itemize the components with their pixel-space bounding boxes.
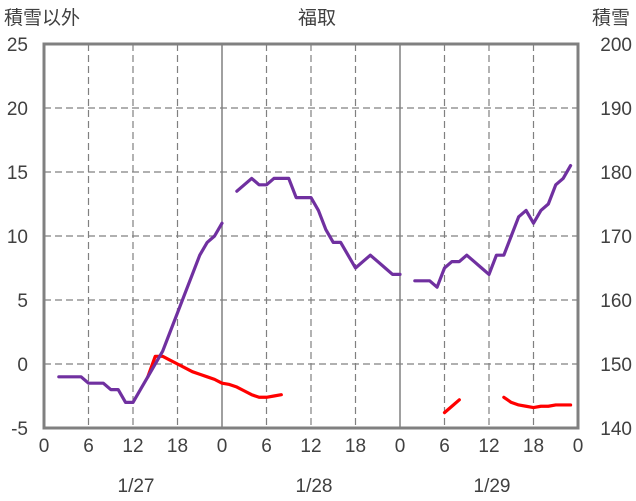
grid-lines xyxy=(44,44,578,428)
x-tick-label: 0 xyxy=(217,436,228,457)
chart-title: 福取 xyxy=(298,7,336,29)
date-label: 1/29 xyxy=(474,476,511,497)
left-tick-label: 5 xyxy=(17,291,28,312)
right-tick-label: 180 xyxy=(600,163,632,184)
right-tick-label: 140 xyxy=(600,419,632,440)
x-tick-label: 6 xyxy=(439,436,450,457)
right-tick-label: 200 xyxy=(600,35,632,56)
left-tick-label: 25 xyxy=(7,35,28,56)
temperature-line xyxy=(146,354,283,399)
snow-depth-line xyxy=(235,176,402,276)
x-tick-label: 12 xyxy=(478,436,499,457)
temperature-line xyxy=(502,395,573,410)
left-axis-label: 積雪以外 xyxy=(4,7,80,29)
temperature-line xyxy=(442,398,461,415)
data-lines xyxy=(57,164,573,415)
x-tick-label: 18 xyxy=(167,436,188,457)
x-tick-label: 18 xyxy=(523,436,544,457)
plot-frame xyxy=(42,42,580,430)
x-tick-label: 0 xyxy=(39,436,50,457)
left-tick-label: 0 xyxy=(17,355,28,376)
left-tick-label: 20 xyxy=(7,99,28,120)
right-tick-label: 190 xyxy=(600,99,632,120)
x-tick-label: 6 xyxy=(83,436,94,457)
snow-depth-line xyxy=(57,221,224,404)
x-tick-label: 12 xyxy=(122,436,143,457)
right-axis-label: 積雪 xyxy=(592,7,630,29)
x-tick-label: 0 xyxy=(395,436,406,457)
right-tick-label: 170 xyxy=(600,227,632,248)
x-tick-label: 6 xyxy=(261,436,272,457)
right-tick-label: 150 xyxy=(600,355,632,376)
snow-depth-line xyxy=(413,164,573,289)
x-tick-label: 12 xyxy=(300,436,321,457)
right-tick-label: 160 xyxy=(600,291,632,312)
left-tick-label: 10 xyxy=(7,227,28,248)
left-tick-label: -5 xyxy=(11,419,28,440)
x-tick-label: 0 xyxy=(573,436,584,457)
left-tick-label: 15 xyxy=(7,163,28,184)
date-label: 1/28 xyxy=(296,476,333,497)
date-label: 1/27 xyxy=(118,476,155,497)
x-tick-label: 18 xyxy=(345,436,366,457)
